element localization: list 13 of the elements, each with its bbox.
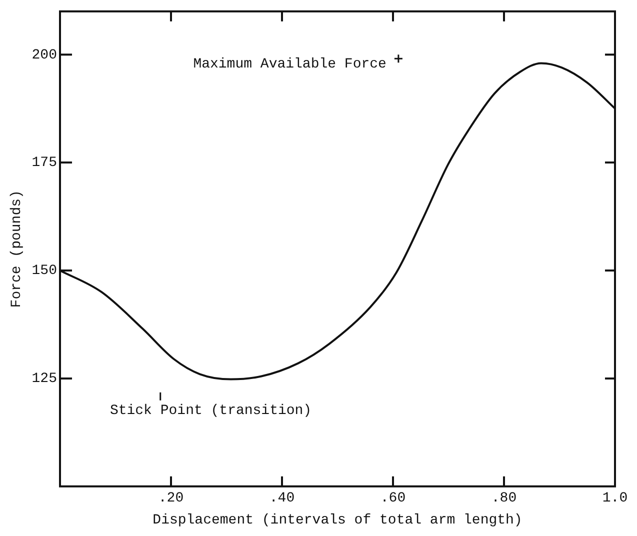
annotation: Maximum Available Force — [193, 56, 386, 72]
x-tick-label: .80 — [491, 490, 517, 507]
y-tick-label: 150 — [32, 263, 58, 280]
x-axis-title: Displacement (intervals of total arm length) — [152, 512, 522, 528]
y-tick-label: 125 — [32, 371, 58, 388]
x-tick-label: .20 — [158, 490, 184, 507]
x-tick-label: 1.0 — [602, 490, 628, 507]
x-tick-label: .60 — [380, 490, 406, 507]
annotation: Stick Point (transition) — [110, 403, 312, 420]
y-tick-label: 200 — [32, 47, 58, 64]
y-axis-title: Force (pounds) — [9, 190, 26, 308]
y-tick-label: 175 — [32, 155, 58, 172]
x-tick-label: .40 — [269, 490, 295, 507]
